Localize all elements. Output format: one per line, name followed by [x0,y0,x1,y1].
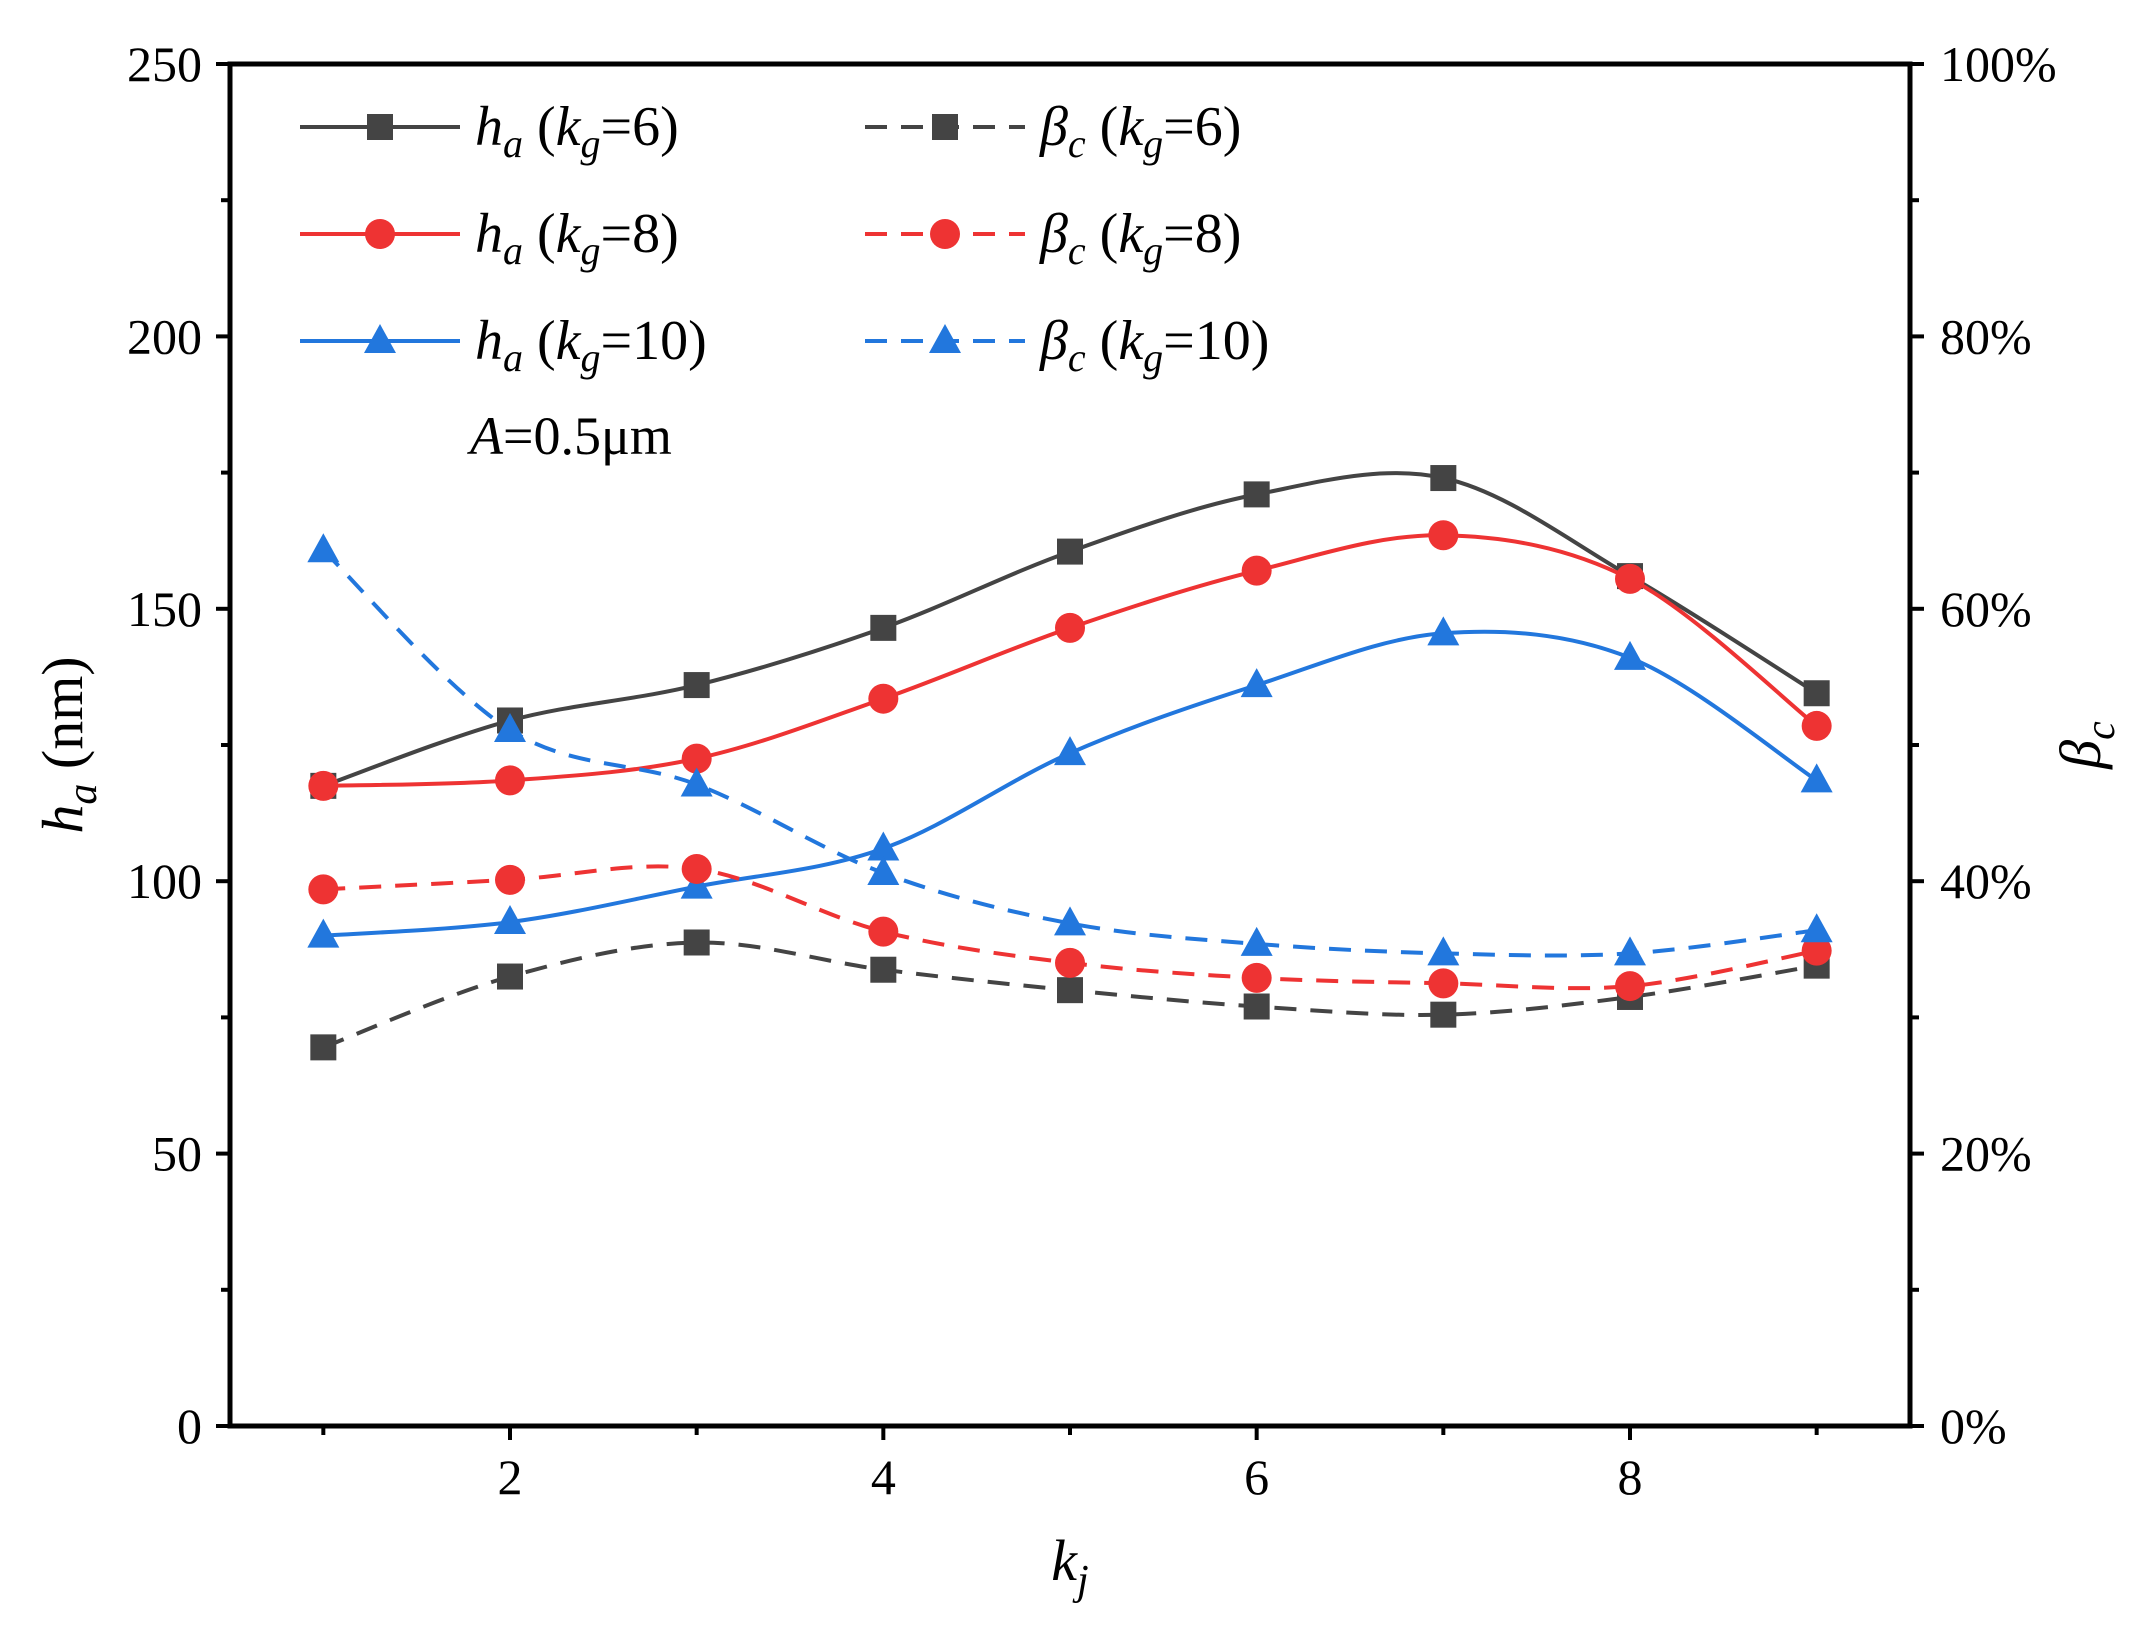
axis-layer: 0 50 100 150 200 250 0% 20% 40% 60% 80% 100% 2 4 6 8 kj h… [30,36,2124,1604]
data-point [683,929,710,956]
data-point [494,905,526,935]
data-point [1800,913,1833,943]
x-tick-label: 6 [1244,1449,1269,1505]
data-point [308,874,339,905]
data-point [307,918,340,948]
data-point [1240,926,1273,956]
series-5 [308,853,1832,1002]
legend-label: ha (kg=10) [475,310,707,380]
x-tick-label: 4 [871,1449,896,1505]
data-point [1057,977,1083,1004]
legend-label: ha (kg=8) [475,203,679,273]
data-point [867,831,900,861]
legend-marker [365,219,395,249]
data-point [1240,668,1273,698]
legend-marker [367,114,393,140]
y2-tick-label: 0% [1940,1398,2007,1454]
data-point [497,963,523,990]
y-axis-title: ha (nm) [30,656,106,833]
data-point [494,713,526,743]
y2-tick-label: 20% [1940,1126,2032,1182]
data-point [1803,680,1830,707]
data-point [870,956,897,983]
legend-marker [932,114,958,140]
data-point [870,614,897,641]
y2-tick-label: 80% [1940,308,2032,364]
series-6 [307,533,1833,966]
series-layer [307,465,1833,1061]
data-point [1241,555,1272,586]
data-point [1428,968,1459,999]
x-tick-label: 2 [498,1449,523,1505]
legend-marker [930,219,960,249]
data-point [1800,763,1833,793]
y2-tick-label: 100% [1940,36,2057,92]
legend-marker [364,324,396,353]
data-point [1430,465,1457,492]
data-point [1241,962,1272,993]
series-4 [310,929,1830,1061]
legend-label: βc (kg=8) [1039,203,1241,273]
x-axis-title: kj [1051,1528,1088,1604]
data-point [1054,736,1086,766]
legend-item: βc (kg=10) [865,310,1269,380]
data-point [680,869,713,899]
data-point [1801,935,1832,966]
series-3 [307,616,1833,948]
data-point [1054,906,1086,936]
data-point [868,683,899,714]
data-point [1615,563,1645,594]
legend-marker [929,324,961,353]
data-point [495,765,525,796]
data-point [1614,640,1646,670]
y2-tick-label: 60% [1940,581,2032,637]
y2-tick-label: 40% [1940,853,2032,909]
data-point [867,856,900,886]
legend-item: βc (kg=8) [865,203,1241,273]
legend-item: ha (kg=10) [300,310,707,380]
data-point [1614,936,1646,966]
data-point [681,743,712,774]
data-point [1427,616,1460,646]
data-point [1243,481,1270,508]
series-2 [308,520,1832,801]
data-point [1243,993,1270,1020]
legend: ha (kg=6) ha (kg=8) ha (kg=10) βc (kg=6) βc … [300,96,1269,380]
data-point [308,770,339,801]
legend-item: βc (kg=6) [865,96,1241,166]
y-tick-label: 200 [127,308,202,364]
data-point [1057,538,1083,565]
data-point [310,1034,337,1061]
y2-axis-title: βc [2048,721,2124,770]
data-point [495,864,525,895]
data-point [683,672,710,699]
data-point [1615,971,1645,1002]
y-tick-label: 150 [127,581,202,637]
data-point [681,853,712,884]
data-point [1801,710,1832,741]
legend-item: ha (kg=8) [300,203,679,273]
data-point [307,533,340,563]
data-point [1428,520,1459,551]
data-point [868,916,899,947]
legend-label: ha (kg=6) [475,96,679,166]
series-line [321,548,1817,958]
legend-label: βc (kg=6) [1039,96,1241,166]
amplitude-annotation: A=0.5μm [467,406,672,466]
annotation: A=0.5μm [467,406,672,466]
x-tick-label: 8 [1618,1449,1643,1505]
y-tick-label: 100 [127,853,202,909]
y-tick-label: 0 [177,1398,202,1454]
y-tick-label: 50 [152,1126,202,1182]
data-point [680,767,713,797]
legend-label: βc (kg=10) [1039,310,1269,380]
y-tick-label: 250 [127,36,202,92]
data-point [1430,1001,1457,1028]
legend-item: ha (kg=6) [300,96,679,166]
data-point [1427,936,1460,966]
data-point [1055,947,1085,978]
data-point [1055,612,1085,643]
